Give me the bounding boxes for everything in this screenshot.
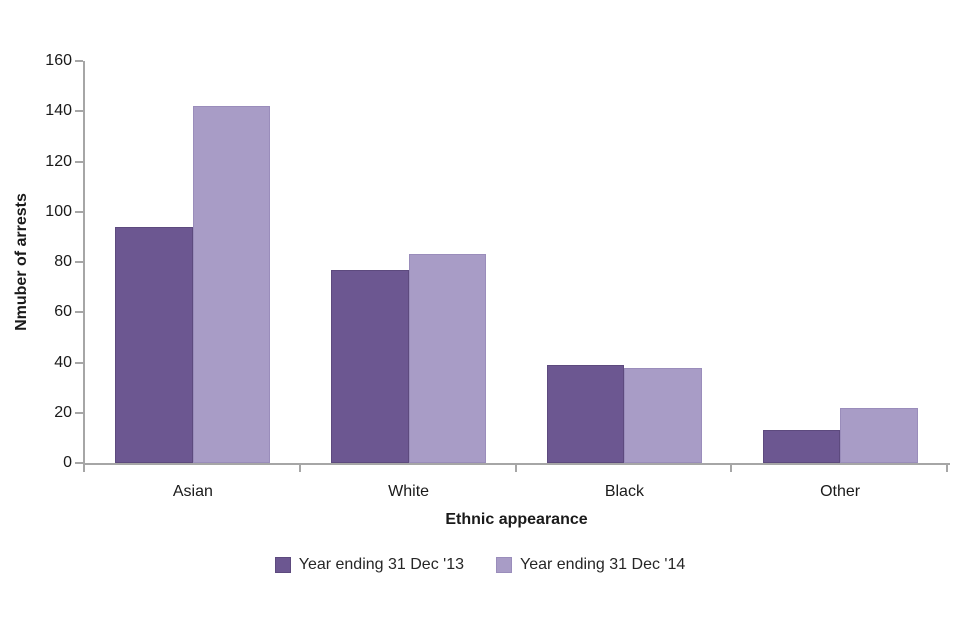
y-tick-label: 120 [45, 152, 72, 170]
category-label: White [388, 483, 430, 500]
x-axis-line [83, 463, 950, 465]
x-tick-mark [514, 463, 517, 472]
bar [331, 269, 409, 463]
bar [762, 430, 841, 463]
y-tick-label: 80 [54, 253, 72, 270]
y-tick-label: 60 [54, 303, 72, 321]
x-tick-mark [730, 463, 733, 472]
y-tick-label: 0 [63, 454, 72, 471]
y-tick-mark [75, 311, 83, 314]
y-tick-mark [75, 411, 83, 414]
legend-label: Year ending 31 Dec '14 [520, 556, 686, 573]
bar [192, 106, 271, 463]
x-tick-mark [946, 463, 948, 472]
y-tick-mark [75, 110, 83, 113]
y-tick-mark [75, 60, 83, 62]
legend-swatch-year-13 [274, 557, 291, 573]
category-label: Black [604, 483, 644, 500]
bar [840, 407, 918, 463]
bar [408, 254, 487, 463]
bar [624, 367, 702, 463]
category-label: Asian [172, 483, 213, 500]
legend-swatch-year-14 [496, 557, 512, 573]
x-tick-mark [298, 463, 301, 472]
y-tick-label: 100 [45, 202, 72, 220]
y-tick-mark [75, 261, 83, 263]
legend-item: Year ending 31 Dec '14 [496, 556, 685, 574]
y-tick-mark [75, 462, 83, 464]
y-axis-line [83, 61, 85, 465]
x-tick-mark [83, 463, 85, 472]
y-tick-label: 20 [54, 403, 72, 421]
y-tick-mark [75, 210, 83, 213]
category-label: Other [820, 483, 861, 500]
y-tick-label: 160 [45, 52, 72, 69]
bar [546, 365, 625, 463]
y-tick-mark [75, 361, 83, 364]
x-axis-title: Ethnic appearance [445, 511, 588, 528]
y-tick-label: 40 [54, 353, 72, 371]
bar [115, 226, 193, 463]
legend-label: Year ending 31 Dec '13 [298, 556, 464, 573]
legend-item: Year ending 31 Dec '13 [274, 556, 464, 574]
y-tick-mark [75, 160, 83, 163]
chart-legend: Year ending 31 Dec '13 Year ending 31 De… [0, 556, 960, 574]
y-tick-label: 140 [45, 102, 72, 120]
